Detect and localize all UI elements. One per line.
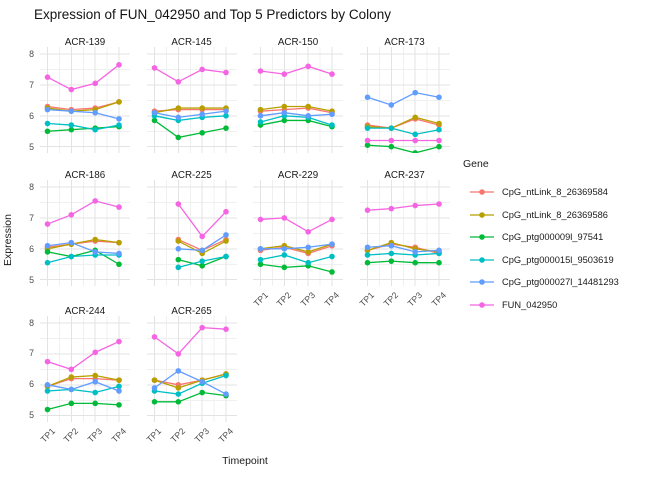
legend-key-icon [470, 301, 494, 308]
facet-panel-ACR-225 [146, 180, 237, 286]
y-tick-label: 6 [29, 243, 34, 254]
legend-entry-label: FUN_042950 [502, 299, 558, 310]
y-tick-label: 7 [29, 79, 34, 90]
legend-entry: CpG_ntLink_8_26369586 [463, 204, 619, 227]
x-axis-title: Timepoint [222, 455, 268, 467]
y-tick-label: 8 [29, 49, 34, 59]
x-tick-label: TP3 [85, 425, 105, 444]
x-tick-label: TP4 [109, 425, 129, 444]
x-tick-label: TP4 [322, 290, 342, 309]
facet-label: ACR-237 [384, 170, 425, 181]
x-tick-label: TP2 [168, 425, 187, 444]
facet-panel-ACR-265 [146, 315, 237, 422]
y-tick-label: 8 [29, 182, 34, 192]
x-tick-label: TP3 [405, 290, 424, 309]
x-tick-label: TP4 [216, 425, 235, 444]
facet-label: ACR-225 [171, 170, 212, 181]
facet-label: ACR-265 [171, 305, 212, 317]
facet-label: ACR-186 [64, 170, 106, 181]
y-tick-label: 6 [29, 379, 34, 390]
legend-key-icon [470, 211, 494, 218]
x-tick-label: TP2 [381, 290, 400, 309]
y-tick-label: 6 [29, 110, 34, 121]
y-tick-label: 5 [29, 274, 34, 285]
y-tick-label: 5 [29, 141, 34, 152]
facet-label: ACR-229 [277, 170, 319, 181]
legend-entry: CpG_ptg000027l_14481293 [463, 271, 619, 294]
facet-panel-ACR-244 [40, 315, 130, 422]
legend-entry-label: CpG_ptg000027l_14481293 [502, 277, 619, 288]
legend-entry-label: CpG_ntLink_8_26369586 [502, 209, 608, 220]
facet-label: ACR-150 [277, 37, 319, 48]
legend-entry: CpG_ntLink_8_26369584 [463, 181, 619, 204]
legend: Gene CpG_ntLink_8_26369584 CpG_ntLink_8_2… [463, 158, 619, 316]
legend-entry-label: CpG_ptg000009l_97541 [502, 232, 604, 243]
y-axis-title: Expression [2, 214, 14, 266]
x-tick-label: TP1 [38, 425, 57, 444]
x-tick-label: TP3 [298, 290, 318, 309]
facet-panel-ACR-229 [253, 180, 343, 286]
legend-key-icon [470, 279, 494, 286]
facet-panel-ACR-173 [359, 47, 450, 153]
legend-entry: FUN_042950 [463, 294, 619, 317]
facet-panel-ACR-237 [359, 180, 450, 286]
legend-title: Gene [463, 158, 489, 170]
facet-panel-ACR-150 [253, 47, 343, 153]
y-tick-label: 7 [29, 212, 34, 223]
y-tick-label: 8 [29, 317, 34, 328]
legend-key-icon [470, 234, 494, 241]
x-tick-label: TP1 [251, 290, 270, 309]
facet-panel-ACR-139 [40, 47, 130, 153]
facet-label: ACR-244 [64, 305, 106, 317]
facet-label: ACR-139 [64, 37, 106, 48]
facet-panel-ACR-186 [40, 180, 130, 286]
legend-key-icon [470, 189, 494, 196]
legend-key-icon [470, 256, 494, 263]
legend-entry: CpG_ptg000009l_97541 [463, 226, 619, 249]
x-tick-label: TP1 [357, 290, 377, 309]
y-tick-label: 5 [29, 410, 34, 421]
x-tick-label: TP2 [61, 425, 81, 444]
x-tick-label: TP1 [144, 425, 164, 444]
legend-entry-label: CpG_ntLink_8_26369584 [502, 187, 608, 198]
facet-panel-ACR-145 [146, 47, 237, 153]
legend-entries: CpG_ntLink_8_26369584 CpG_ntLink_8_263695… [463, 181, 619, 316]
chart-title: Expression of FUN_042950 and Top 5 Predi… [34, 7, 391, 22]
facet-label: ACR-173 [384, 37, 425, 48]
x-tick-label: TP3 [192, 425, 211, 444]
legend-entry-label: CpG_ptg000015l_9503619 [502, 254, 614, 265]
x-tick-label: TP2 [274, 290, 294, 309]
legend-entry: CpG_ptg000015l_9503619 [463, 249, 619, 272]
facet-label: ACR-145 [171, 37, 212, 48]
y-tick-label: 7 [29, 348, 34, 359]
x-tick-label: TP4 [429, 290, 448, 309]
